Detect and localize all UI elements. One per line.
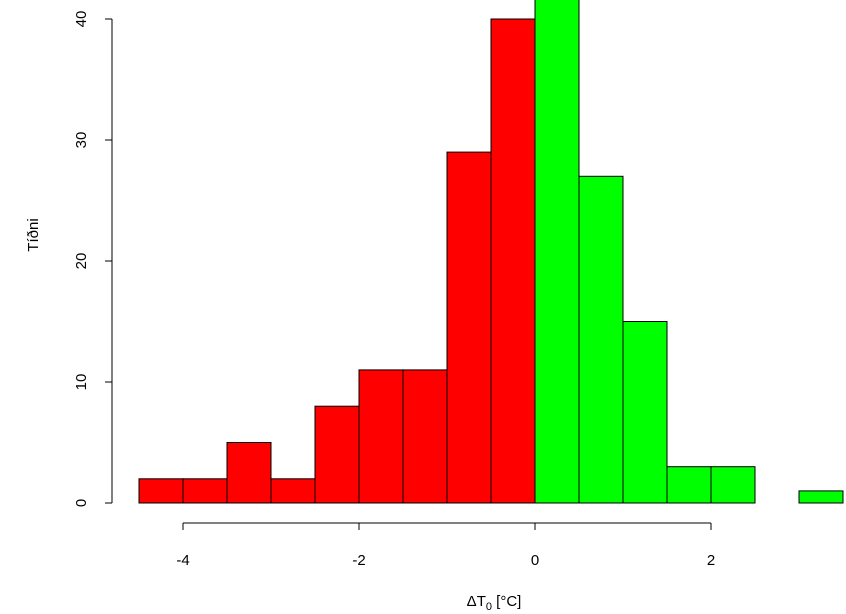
x-axis-title: ΔT0 [°C]: [467, 593, 522, 613]
x-tick-label: 2: [707, 552, 715, 569]
histogram-bar: [270, 478, 316, 504]
histogram-bar: [490, 18, 536, 504]
histogram-bar: [578, 175, 624, 504]
x-axis-title-main: ΔT: [467, 593, 486, 610]
histogram-bar: [138, 478, 184, 504]
y-tick-label: 20: [73, 253, 90, 270]
x-tick-label: 0: [531, 552, 539, 569]
y-axis: 0 10 20 30 40: [73, 11, 113, 507]
x-tick-label: -4: [176, 552, 189, 569]
histogram-bar: [314, 405, 360, 504]
x-axis-title-subscript: 0: [486, 601, 492, 613]
x-tick-label: -2: [352, 552, 365, 569]
y-tick-label: 10: [73, 374, 90, 391]
histogram-bar: [446, 151, 492, 504]
histogram-bar: [402, 369, 448, 504]
histogram-bar: [798, 490, 844, 504]
histogram-bars: [138, 0, 844, 504]
y-tick-label: 30: [73, 132, 90, 149]
x-axis-title-unit: [°C]: [492, 593, 521, 610]
y-tick-label: 0: [73, 499, 90, 507]
histogram-bar: [534, 0, 580, 504]
histogram-bar: [182, 478, 228, 504]
histogram-bar: [666, 466, 712, 504]
histogram-bar: [622, 321, 668, 504]
histogram-bar: [358, 369, 404, 504]
histogram-bar: [710, 466, 756, 504]
y-tick-label: 40: [73, 11, 90, 28]
y-axis-title: Tíðni: [25, 218, 42, 251]
histogram-bar: [226, 442, 272, 504]
x-axis: -4 -2 0 2: [176, 522, 715, 569]
